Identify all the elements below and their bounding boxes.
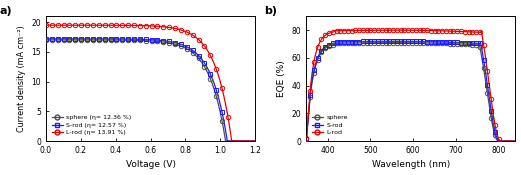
Legend: sphere (η= 12.36 %), S-rod (η= 12.57 %), L-rod (η= 13.91 %): sphere (η= 12.36 %), S-rod (η= 12.57 %),… [49,112,134,138]
Legend: sphere, S-rod, L-rod: sphere, S-rod, L-rod [309,112,350,138]
X-axis label: Wavelength (nm): Wavelength (nm) [371,160,450,169]
Text: a): a) [0,6,13,16]
Y-axis label: EQE (%): EQE (%) [277,60,286,97]
X-axis label: Voltage (V): Voltage (V) [126,160,176,169]
Text: b): b) [264,6,277,16]
Y-axis label: Current density (mA cm⁻²): Current density (mA cm⁻²) [17,25,26,132]
